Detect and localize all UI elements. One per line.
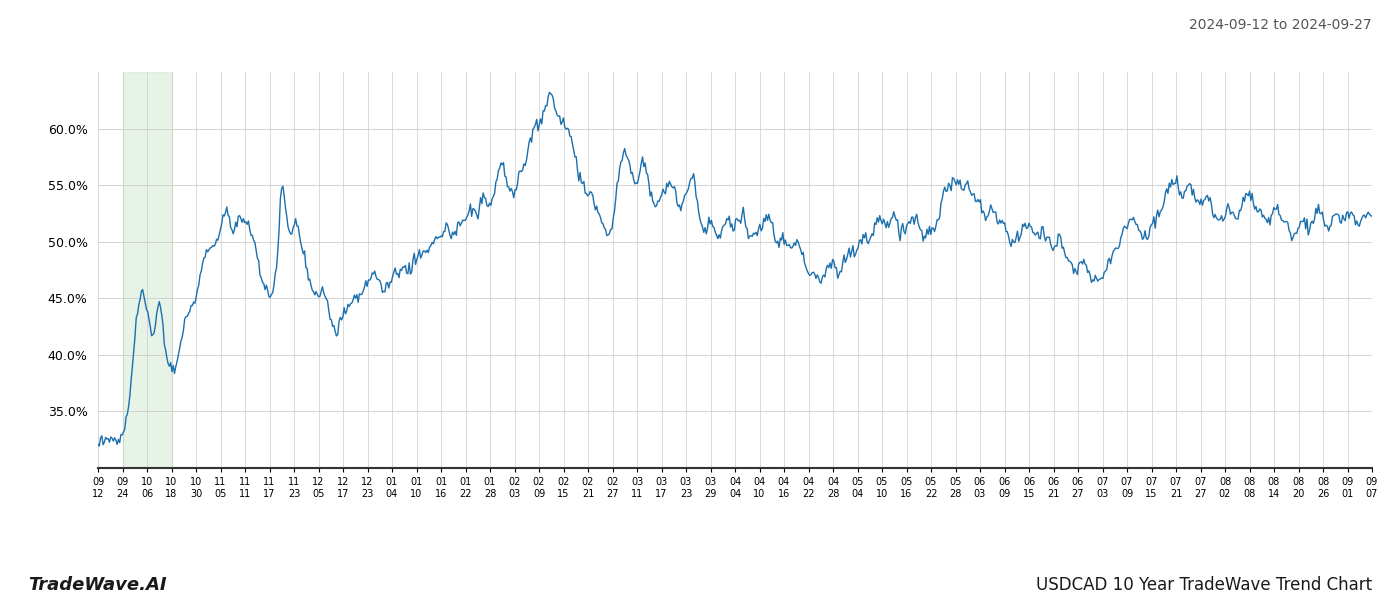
Text: TradeWave.AI: TradeWave.AI <box>28 576 167 594</box>
Text: 2024-09-12 to 2024-09-27: 2024-09-12 to 2024-09-27 <box>1190 18 1372 32</box>
Text: USDCAD 10 Year TradeWave Trend Chart: USDCAD 10 Year TradeWave Trend Chart <box>1036 576 1372 594</box>
Bar <box>123 72 171 468</box>
